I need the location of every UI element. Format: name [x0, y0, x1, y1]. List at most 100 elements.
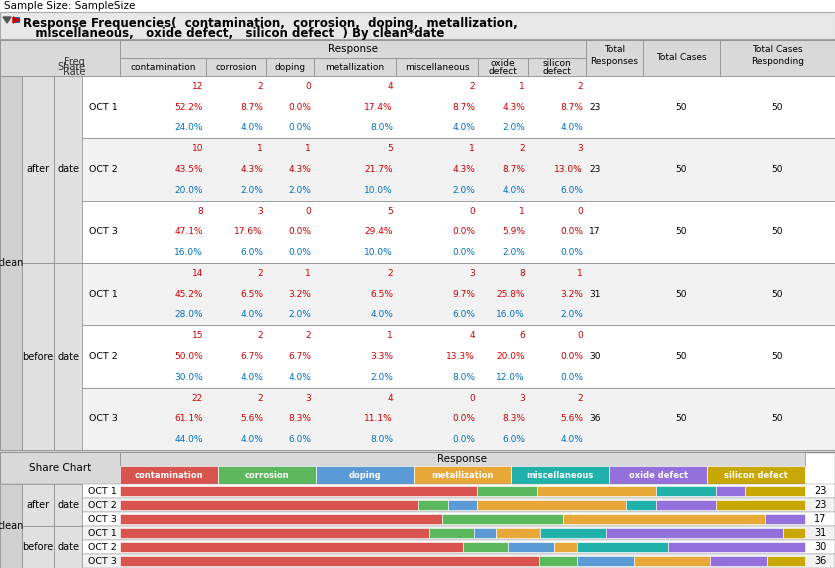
Bar — [767, 556, 805, 566]
Text: 4.3%: 4.3% — [502, 103, 525, 112]
Text: 50: 50 — [676, 103, 687, 112]
Text: 3: 3 — [257, 207, 263, 215]
Text: 2: 2 — [306, 331, 311, 340]
Text: 4.0%: 4.0% — [240, 123, 263, 132]
Text: 8.7%: 8.7% — [240, 103, 263, 112]
Text: 8.0%: 8.0% — [370, 123, 393, 132]
Bar — [418, 499, 448, 511]
Text: silicon defect: silicon defect — [724, 470, 788, 479]
Text: doping: doping — [348, 470, 381, 479]
Bar — [528, 58, 586, 76]
Text: miscellaneous,   oxide defect,   silicon defect  ) By clean*date: miscellaneous, oxide defect, silicon def… — [23, 27, 444, 40]
Text: 5.6%: 5.6% — [240, 414, 263, 423]
Bar — [0, 0, 835, 12]
Text: corrosion: corrosion — [245, 470, 289, 479]
Text: 2.0%: 2.0% — [370, 373, 393, 382]
Polygon shape — [3, 17, 11, 23]
Text: 5.6%: 5.6% — [560, 414, 583, 423]
Text: 11.1%: 11.1% — [364, 414, 393, 423]
Text: 10.0%: 10.0% — [364, 248, 393, 257]
Text: 45.2%: 45.2% — [175, 290, 203, 299]
Bar — [540, 528, 606, 538]
Text: 3: 3 — [519, 394, 525, 403]
Bar — [720, 40, 835, 76]
Text: contamination: contamination — [130, 62, 195, 72]
Text: doping: doping — [275, 62, 306, 72]
Text: 0: 0 — [577, 207, 583, 215]
Bar — [13, 17, 20, 23]
Text: 12: 12 — [191, 82, 203, 91]
Text: 4.3%: 4.3% — [240, 165, 263, 174]
Bar — [668, 541, 805, 553]
Text: 2.0%: 2.0% — [240, 186, 263, 195]
Text: 36: 36 — [814, 556, 826, 566]
Text: 13.3%: 13.3% — [446, 352, 475, 361]
Text: oxide defect: oxide defect — [629, 470, 688, 479]
Bar — [710, 556, 767, 566]
Bar — [716, 499, 805, 511]
Text: 4.0%: 4.0% — [370, 311, 393, 319]
Text: 2: 2 — [257, 269, 263, 278]
Bar — [478, 499, 626, 511]
Text: date: date — [57, 165, 79, 174]
Text: 8: 8 — [519, 269, 525, 278]
Text: 1: 1 — [257, 144, 263, 153]
Bar — [554, 541, 577, 553]
Bar — [0, 540, 835, 554]
Bar — [0, 12, 835, 39]
Polygon shape — [13, 17, 20, 23]
Text: 50.0%: 50.0% — [175, 352, 203, 361]
Text: 23: 23 — [589, 165, 600, 174]
Text: 4.3%: 4.3% — [452, 165, 475, 174]
Text: 6.0%: 6.0% — [560, 186, 583, 195]
Bar — [577, 541, 668, 553]
Bar — [478, 58, 528, 76]
Text: 4.0%: 4.0% — [560, 123, 583, 132]
Bar — [463, 541, 509, 553]
Text: metallization: metallization — [431, 470, 493, 479]
Bar — [120, 452, 805, 466]
Text: 17.4%: 17.4% — [364, 103, 393, 112]
Text: 8.7%: 8.7% — [502, 165, 525, 174]
Text: date: date — [57, 500, 79, 510]
Text: after: after — [27, 165, 49, 174]
Text: 0: 0 — [577, 331, 583, 340]
Text: 4.3%: 4.3% — [288, 165, 311, 174]
Text: 50: 50 — [772, 103, 783, 112]
Bar — [0, 498, 835, 512]
Text: Response: Response — [438, 454, 488, 464]
Text: 21.7%: 21.7% — [364, 165, 393, 174]
Text: 44.0%: 44.0% — [175, 435, 203, 444]
Bar — [218, 466, 316, 484]
Text: 9.7%: 9.7% — [452, 290, 475, 299]
Bar — [443, 513, 564, 524]
Text: 0: 0 — [469, 207, 475, 215]
Text: 8.7%: 8.7% — [452, 103, 475, 112]
Bar — [22, 263, 54, 450]
Text: 2: 2 — [387, 269, 393, 278]
Text: 8.7%: 8.7% — [560, 103, 583, 112]
Text: 2.0%: 2.0% — [288, 311, 311, 319]
Bar — [316, 466, 413, 484]
Text: 4.0%: 4.0% — [288, 373, 311, 382]
Bar — [564, 513, 765, 524]
Bar — [314, 58, 396, 76]
Text: Freq: Freq — [64, 57, 85, 67]
Bar — [511, 466, 610, 484]
Text: OCT 2: OCT 2 — [89, 542, 117, 552]
Text: OCT 3: OCT 3 — [89, 557, 117, 566]
Text: 6: 6 — [519, 331, 525, 340]
Text: 50: 50 — [772, 165, 783, 174]
Bar — [22, 484, 54, 526]
Bar — [0, 526, 835, 540]
Text: 36: 36 — [589, 414, 600, 423]
Bar — [206, 58, 266, 76]
Text: 10: 10 — [191, 144, 203, 153]
Text: 61.1%: 61.1% — [175, 414, 203, 423]
Bar — [656, 499, 716, 511]
Text: Sample Size: SampleSize: Sample Size: SampleSize — [4, 1, 135, 11]
Bar — [0, 554, 835, 568]
Text: Share Chart: Share Chart — [29, 463, 91, 473]
Text: 0.0%: 0.0% — [452, 248, 475, 257]
Text: 0.0%: 0.0% — [452, 227, 475, 236]
